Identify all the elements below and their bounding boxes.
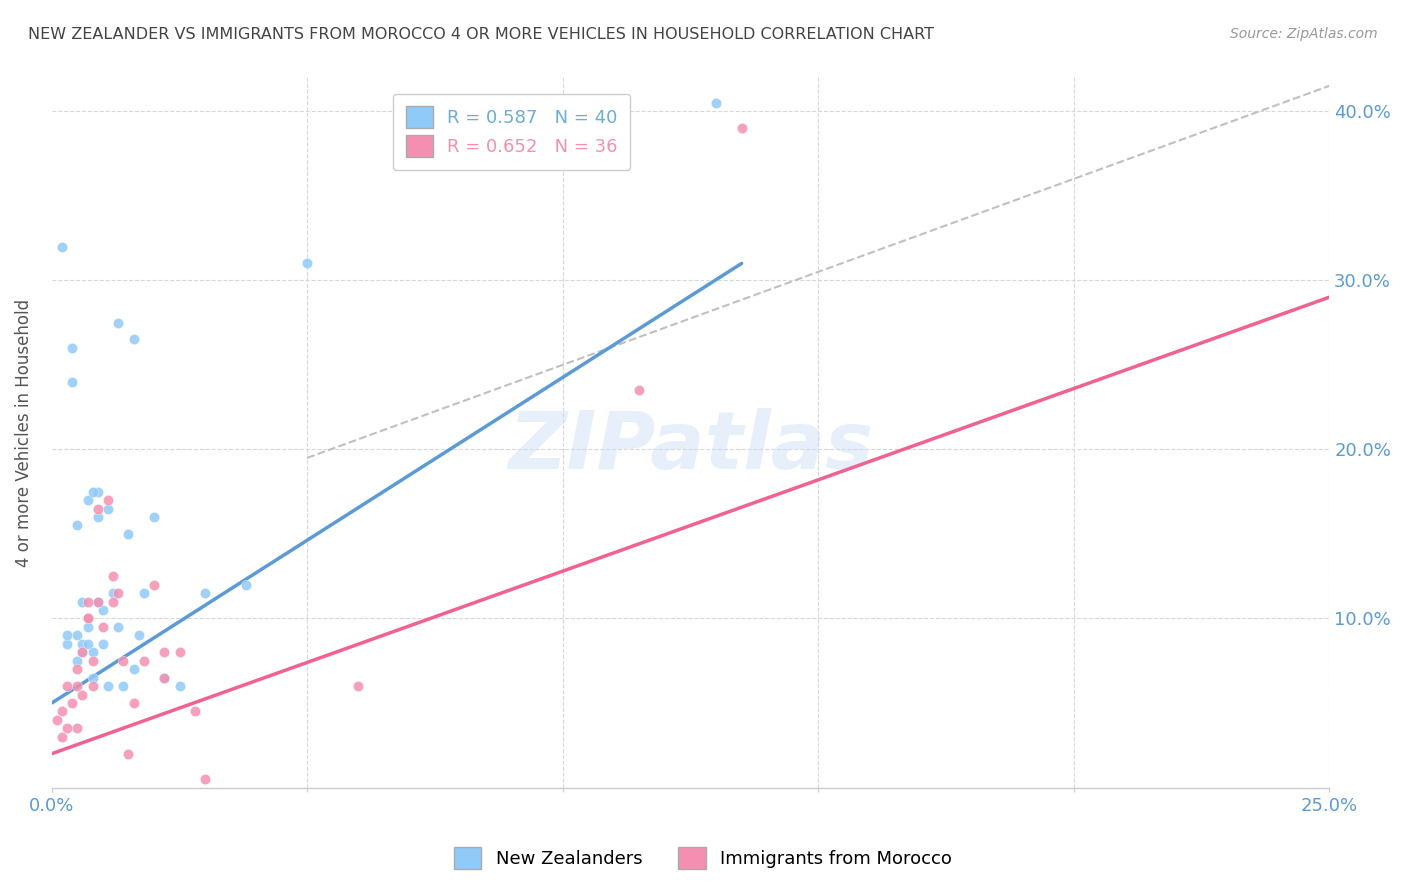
Point (628, 383, 651, 397)
Point (347, 679, 370, 693)
Point (82, 645, 104, 659)
Point (51, 705, 73, 719)
Point (60, 696, 83, 710)
Point (82, 671, 104, 685)
Point (76, 611, 98, 625)
Point (72, 645, 94, 659)
Point (97, 679, 120, 693)
Point (87, 484, 110, 499)
Point (66, 679, 89, 693)
Point (153, 645, 176, 659)
Point (169, 679, 191, 693)
Point (97, 493, 120, 508)
Point (194, 586, 217, 600)
Point (45, 713, 67, 727)
Y-axis label: 4 or more Vehicles in Household: 4 or more Vehicles in Household (15, 299, 32, 566)
Point (60, 375, 83, 389)
Point (82, 679, 104, 693)
Point (101, 594, 124, 608)
Point (117, 527, 139, 541)
Point (60, 341, 83, 355)
Text: ZIPatlas: ZIPatlas (508, 408, 873, 485)
Point (235, 577, 257, 591)
Point (82, 654, 104, 668)
Point (76, 594, 98, 608)
Point (51, 730, 73, 744)
Point (76, 620, 98, 634)
Point (704, 95, 727, 110)
Point (122, 696, 145, 710)
Point (97, 501, 120, 516)
Point (66, 722, 89, 736)
Point (56, 637, 79, 651)
Text: NEW ZEALANDER VS IMMIGRANTS FROM MOROCCO 4 OR MORE VEHICLES IN HOUSEHOLD CORRELA: NEW ZEALANDER VS IMMIGRANTS FROM MOROCCO… (28, 27, 934, 42)
Point (101, 569, 124, 583)
Legend: New Zealanders, Immigrants from Morocco: New Zealanders, Immigrants from Morocco (446, 838, 960, 879)
Point (91, 637, 114, 651)
Point (56, 628, 79, 642)
Point (132, 586, 155, 600)
Point (122, 333, 145, 347)
Point (66, 518, 89, 533)
Point (169, 645, 191, 659)
Point (730, 121, 752, 136)
Point (76, 611, 98, 625)
Point (101, 586, 124, 600)
Text: Source: ZipAtlas.com: Source: ZipAtlas.com (1230, 27, 1378, 41)
Point (87, 594, 110, 608)
Point (112, 654, 135, 668)
Point (66, 662, 89, 676)
Point (107, 586, 129, 600)
Point (56, 679, 79, 693)
Point (72, 594, 94, 608)
Point (66, 654, 89, 668)
Point (76, 637, 98, 651)
Point (72, 645, 94, 659)
Point (117, 747, 139, 761)
Point (56, 722, 79, 736)
Point (184, 705, 207, 719)
Point (91, 603, 114, 617)
Point (194, 772, 217, 786)
Point (128, 628, 150, 642)
Point (82, 484, 104, 499)
Point (91, 620, 114, 634)
Point (51, 239, 73, 253)
Point (87, 594, 110, 608)
Point (87, 501, 110, 516)
Point (122, 662, 145, 676)
Point (72, 688, 94, 702)
Point (142, 577, 165, 591)
Point (297, 256, 319, 270)
Point (142, 510, 165, 524)
Point (153, 671, 176, 685)
Point (107, 620, 129, 634)
Legend: R = 0.587   N = 40, R = 0.652   N = 36: R = 0.587 N = 40, R = 0.652 N = 36 (392, 94, 630, 170)
Point (87, 510, 110, 524)
Point (76, 493, 98, 508)
Point (153, 671, 176, 685)
Point (107, 316, 129, 330)
Point (66, 628, 89, 642)
Point (132, 654, 155, 668)
Point (72, 637, 94, 651)
Point (112, 679, 135, 693)
